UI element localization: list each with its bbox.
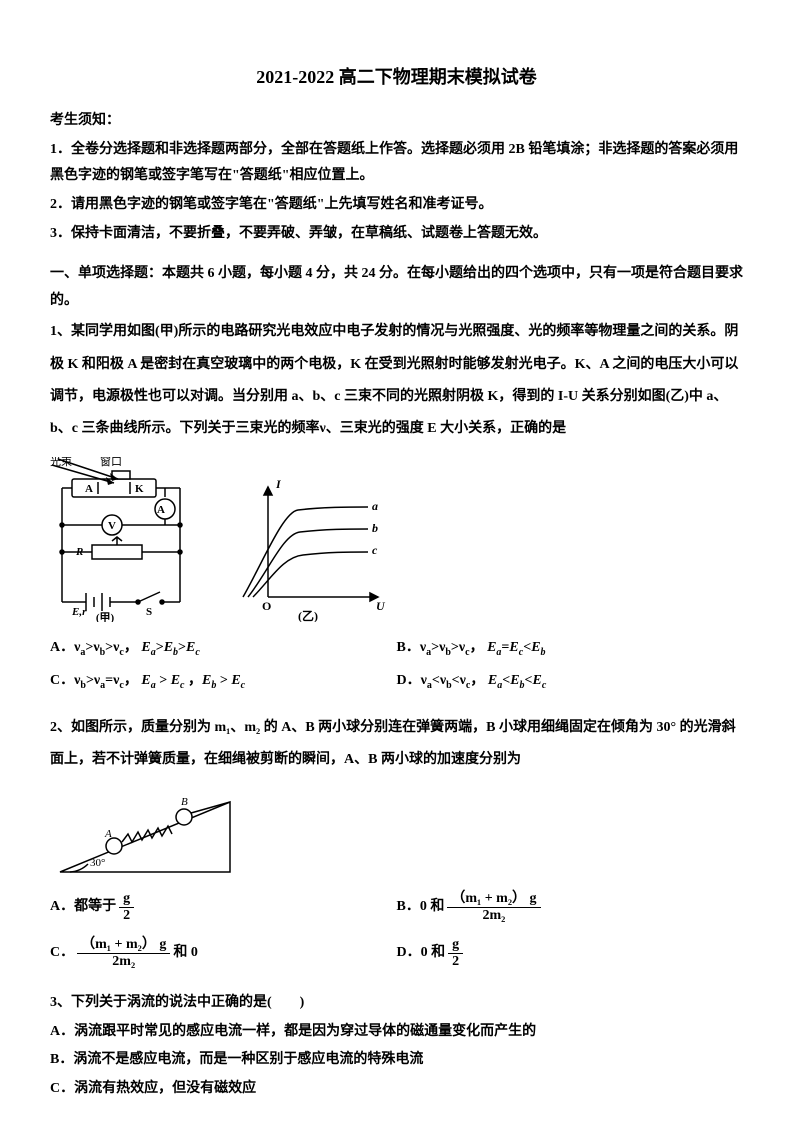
svg-text:A: A bbox=[85, 483, 93, 495]
q3-stem: 3、下列关于涡流的说法中正确的是( ) bbox=[50, 990, 743, 1017]
svg-text:(乙): (乙) bbox=[298, 609, 318, 622]
notice-2: 2．请用黑色字迹的钢笔或签字笔在"答题纸"上先填写姓名和准考证号。 bbox=[50, 192, 743, 219]
q3-optB: B．涡流不是感应电流，而是一种区别于感应电流的特殊电流 bbox=[50, 1047, 743, 1074]
q2-optA: A．都等于 g2 bbox=[50, 884, 397, 930]
svg-text:光束: 光束 bbox=[50, 457, 72, 468]
svg-text:窗口: 窗口 bbox=[100, 457, 122, 468]
q1-text: 1、某同学用如图(甲)所示的电路研究光电效应中电子发射的情况与光照强度、光的频率… bbox=[50, 316, 743, 445]
svg-text:(甲): (甲) bbox=[96, 611, 115, 622]
svg-text:30°: 30° bbox=[90, 857, 105, 869]
svg-text:I: I bbox=[275, 477, 282, 491]
svg-text:V: V bbox=[108, 520, 116, 532]
svg-text:K: K bbox=[135, 483, 144, 495]
q2-text: 2、如图所示，质量分别为 m₁、m₂ 的 A、B 两小球分别连在弹簧两端，B 小… bbox=[50, 712, 743, 776]
q1-figures: 光束 窗口 A K A V R E,r S (甲) I U O a bbox=[50, 457, 743, 622]
svg-text:b: b bbox=[372, 521, 378, 535]
notice-header: 考生须知： bbox=[50, 108, 743, 135]
svg-text:S: S bbox=[146, 606, 152, 618]
q1-optD: D．νa<νb<νc， Ea<Eb<Ec bbox=[397, 665, 744, 698]
notice-3: 3．保持卡面清洁，不要折叠，不要弄破、弄皱，在草稿纸、试题卷上答题无效。 bbox=[50, 221, 743, 248]
q2-optD: D．0 和 g2 bbox=[397, 930, 744, 976]
svg-text:B: B bbox=[181, 796, 188, 808]
svg-text:a: a bbox=[372, 499, 378, 513]
svg-text:A: A bbox=[104, 828, 112, 840]
q1-options: A．νa>νb>νc， Ea>Eb>Ec B．νa>νb>νc， Ea=Ec<E… bbox=[50, 632, 743, 698]
q3-optA: A．涡流跟平时常见的感应电流一样，都是因为穿过导体的磁通量变化而产生的 bbox=[50, 1019, 743, 1046]
q2-incline-diagram: 30° A B bbox=[50, 782, 240, 882]
q1-graph: I U O a b c (乙) bbox=[228, 472, 388, 622]
svg-text:R: R bbox=[75, 546, 83, 558]
section-heading: 一、单项选择题：本题共 6 小题，每小题 4 分，共 24 分。在每小题给出的四… bbox=[50, 261, 743, 314]
q2-optC: C． （m₁ + m₂） g2m₂ 和 0 bbox=[50, 930, 397, 976]
svg-text:A: A bbox=[157, 504, 165, 516]
q2-optB: B．0 和 （m₁ + m₂） g2m₂ bbox=[397, 884, 744, 930]
page-title: 2021-2022 高二下物理期末模拟试卷 bbox=[50, 60, 743, 94]
q1-optB: B．νa>νb>νc， Ea=Ec<Eb bbox=[397, 632, 744, 665]
notice-1: 1．全卷分选择题和非选择题两部分，全部在答题纸上作答。选择题必须用 2B 铅笔填… bbox=[50, 137, 743, 190]
svg-text:c: c bbox=[372, 543, 378, 557]
q1-optC: C．νb>νa=νc， Ea > Ec ，Eb > Ec bbox=[50, 665, 397, 698]
q1-optA: A．νa>νb>νc， Ea>Eb>Ec bbox=[50, 632, 397, 665]
svg-text:O: O bbox=[262, 599, 271, 613]
svg-text:E,r: E,r bbox=[71, 606, 87, 618]
svg-text:U: U bbox=[376, 599, 386, 613]
q1-circuit-diagram: 光束 窗口 A K A V R E,r S (甲) bbox=[50, 457, 200, 622]
q3-optC: C．涡流有热效应，但没有磁效应 bbox=[50, 1076, 743, 1103]
q2-options: A．都等于 g2 B．0 和 （m₁ + m₂） g2m₂ C． （m₁ + m… bbox=[50, 884, 743, 976]
